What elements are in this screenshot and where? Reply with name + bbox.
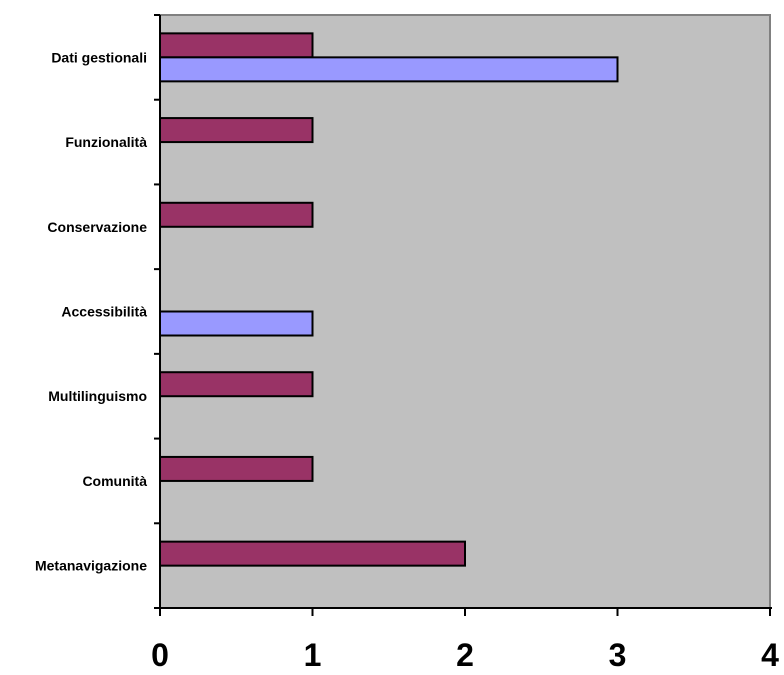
- axes-group: [154, 14, 772, 616]
- category-label: Funzionalità: [65, 134, 147, 150]
- x-tick-label: 4: [761, 637, 779, 673]
- bar-series2-dati-gestionali: [159, 56, 619, 83]
- category-label: Accessibilità: [61, 304, 147, 320]
- bar-series1-metanavigazione: [159, 540, 466, 567]
- category-label: Comunità: [82, 473, 147, 489]
- x-tick-label: 2: [456, 637, 474, 673]
- bar-series1-funzionalit-: [159, 117, 314, 144]
- bar-series2-accessibilit-: [159, 310, 314, 337]
- x-tick-label: 1: [304, 637, 322, 673]
- bar-series1-dati-gestionali: [159, 32, 314, 59]
- category-label: Metanavigazione: [35, 558, 147, 574]
- x-tick-label: 0: [151, 637, 169, 673]
- category-label: Dati gestionali: [51, 49, 147, 65]
- x-tick-label: 3: [609, 637, 627, 673]
- category-label: Multilinguismo: [48, 388, 147, 404]
- bar-series1-multilinguismo: [159, 371, 314, 398]
- bar-series1-comunit-: [159, 455, 314, 482]
- labels-group: Metanavigazione Comunità Multilinguismo Acc…: [35, 49, 779, 673]
- bar-series1-conservazione: [159, 201, 314, 228]
- category-label: Conservazione: [47, 219, 147, 235]
